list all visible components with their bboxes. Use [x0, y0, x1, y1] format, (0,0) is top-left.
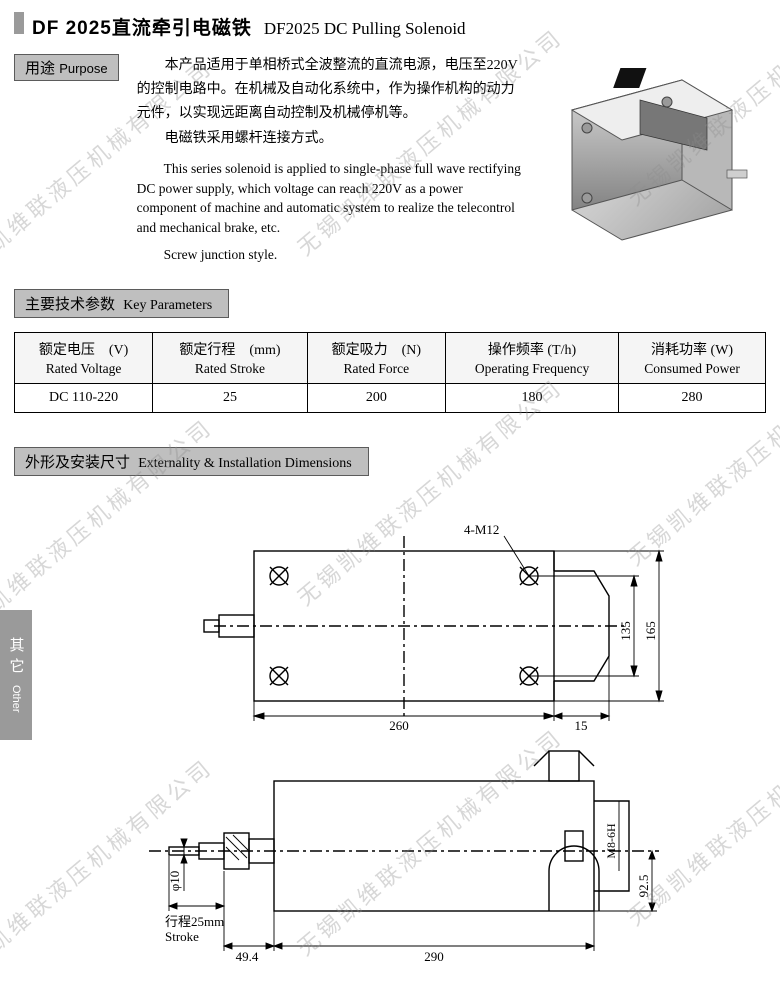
- cell-power: 280: [619, 384, 766, 413]
- purpose-cn-2: 电磁铁采用螺杆连接方式。: [165, 127, 526, 151]
- svg-text:260: 260: [389, 718, 409, 733]
- col-power: 消耗功率 (W)Consumed Power: [619, 333, 766, 384]
- dimensions-chip-cn: 外形及安装尺寸: [25, 454, 130, 471]
- purpose-en-1: This series solenoid is applied to singl…: [137, 159, 526, 237]
- svg-text:135: 135: [618, 621, 633, 641]
- title-accent: [14, 12, 24, 34]
- title-en: DF2025 DC Pulling Solenoid: [264, 19, 466, 39]
- purpose-chip-en: Purpose: [59, 61, 107, 76]
- technical-drawings: 260 15 135 165 4-M12: [14, 506, 766, 986]
- dimensions-chip-en: Externality & Installation Dimensions: [138, 456, 351, 471]
- product-photo: [532, 50, 752, 260]
- cell-voltage: DC 110-220: [15, 384, 153, 413]
- title-cn: DF 2025直流牵引电磁铁: [32, 13, 252, 40]
- purpose-chip: 用途 Purpose: [14, 54, 119, 81]
- svg-text:4-M12: 4-M12: [464, 522, 499, 537]
- svg-text:M8-6H: M8-6H: [604, 823, 618, 859]
- svg-text:49.4: 49.4: [236, 949, 259, 964]
- keyparams-chip-cn: 主要技术参数: [25, 296, 115, 313]
- table-row: DC 110-220 25 200 180 280: [15, 384, 766, 413]
- parameters-table: 额定电压 (V)Rated Voltage 额定行程 (mm)Rated Str…: [14, 332, 766, 413]
- keyparams-chip-en: Key Parameters: [123, 298, 212, 313]
- svg-text:92.5: 92.5: [636, 875, 651, 898]
- keyparams-chip: 主要技术参数 Key Parameters: [14, 289, 229, 318]
- svg-text:165: 165: [643, 621, 658, 641]
- cell-opfreq: 180: [445, 384, 618, 413]
- svg-text:290: 290: [424, 949, 444, 964]
- svg-text:Stroke: Stroke: [165, 929, 199, 944]
- svg-text:φ10: φ10: [167, 871, 182, 892]
- dimensions-chip: 外形及安装尺寸 Externality & Installation Dimen…: [14, 447, 369, 476]
- drawing-side-view: 行程25mm Stroke 49.4 290 φ10 M8-6H 92.5: [129, 741, 689, 981]
- col-opfreq: 操作频率 (T/h)Operating Frequency: [445, 333, 618, 384]
- cell-stroke: 25: [153, 384, 308, 413]
- purpose-cn-1: 本产品适用于单相桥式全波整流的直流电源，电压至220V的控制电路中。在机械及自动…: [137, 54, 526, 125]
- side-tab-cn: 其它: [6, 637, 27, 679]
- side-tab: 其它 Other: [0, 610, 32, 740]
- col-stroke: 额定行程 (mm)Rated Stroke: [153, 333, 308, 384]
- side-tab-en: Other: [10, 685, 22, 713]
- purpose-en-2: Screw junction style.: [164, 245, 526, 265]
- svg-text:15: 15: [575, 718, 588, 733]
- purpose-chip-cn: 用途: [25, 60, 55, 77]
- drawing-top-view: 260 15 135 165 4-M12: [164, 516, 684, 736]
- col-voltage: 额定电压 (V)Rated Voltage: [15, 333, 153, 384]
- col-force: 额定吸力 (N)Rated Force: [307, 333, 445, 384]
- cell-force: 200: [307, 384, 445, 413]
- svg-text:行程25mm: 行程25mm: [165, 914, 224, 929]
